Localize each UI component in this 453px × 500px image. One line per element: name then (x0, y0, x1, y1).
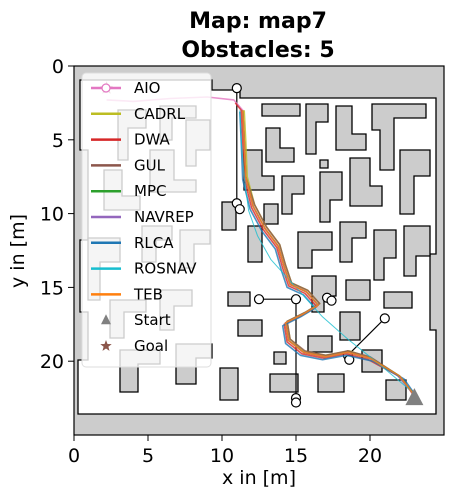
y-tick-label-15: 15 (40, 277, 64, 299)
legend-label-teb: TEB (133, 285, 163, 303)
legend-label-goal: Goal (134, 337, 168, 355)
obstacle-circle-4 (290, 294, 302, 305)
plot-frame (73, 65, 445, 436)
x-tick-label-10: 10 (210, 445, 234, 467)
obstacle-circle-6 (326, 295, 337, 306)
x-axis-label: x in [m] (222, 467, 296, 489)
chart-title-line1: Map: map7 (189, 9, 327, 34)
y-tick-label-5: 5 (52, 130, 64, 152)
legend-label-start: Start (134, 311, 171, 329)
legend-label-gul: GUL (134, 156, 166, 174)
trajectory-gul (241, 110, 416, 396)
trajectory-rosnav (239, 110, 415, 395)
obstacle-circle-0 (231, 83, 242, 94)
start-marker (405, 388, 424, 406)
legend-items: AIO CADRL DWA GUL MPC NAVREP RLCA ROSNAV TEB Star… (91, 79, 197, 355)
legend-label-mpc: MPC (134, 182, 166, 200)
legend-marker-aio (101, 83, 111, 93)
y-axis-ticks: 0 5 10 15 20 (40, 56, 74, 373)
x-tick-label-20: 20 (358, 445, 382, 467)
legend-label-dwa: DWA (134, 131, 171, 149)
legend: AIO CADRL DWA GUL MPC NAVREP RLCA ROSNAV TEB Star… (81, 72, 212, 368)
y-tick-label-10: 10 (40, 204, 64, 226)
trajectory-teb (241, 110, 416, 396)
legend-label-rosnav: ROSNAV (134, 260, 197, 278)
legend-swatch-goal (100, 340, 112, 351)
legend-label-cadrl: CADRL (134, 105, 186, 123)
x-tick-label-15: 15 (284, 445, 308, 467)
legend-label-navrep: NAVREP (134, 208, 194, 226)
obstacle-circle-3 (253, 294, 265, 305)
legend-label-aio: AIO (134, 79, 161, 97)
chart-title-line2: Obstacles: 5 (181, 38, 334, 63)
trajectories-layer (106, 96, 416, 398)
legend-swatch-start (101, 314, 111, 325)
obstacle-circle-2 (234, 204, 245, 215)
x-tick-label-0: 0 (68, 445, 80, 467)
y-tick-label-20: 20 (40, 351, 64, 373)
y-tick-label-0: 0 (52, 56, 64, 78)
obstacle-circle-7 (379, 313, 390, 324)
legend-label-rlca: RLCA (134, 234, 174, 252)
x-axis-ticks: 0 5 10 15 20 (68, 435, 382, 467)
y-axis-label: y in [m] (7, 214, 29, 288)
obstacle-circle-11 (290, 397, 302, 408)
x-tick-label-5: 5 (142, 445, 154, 467)
obstacle-path-6 (347, 317, 386, 356)
